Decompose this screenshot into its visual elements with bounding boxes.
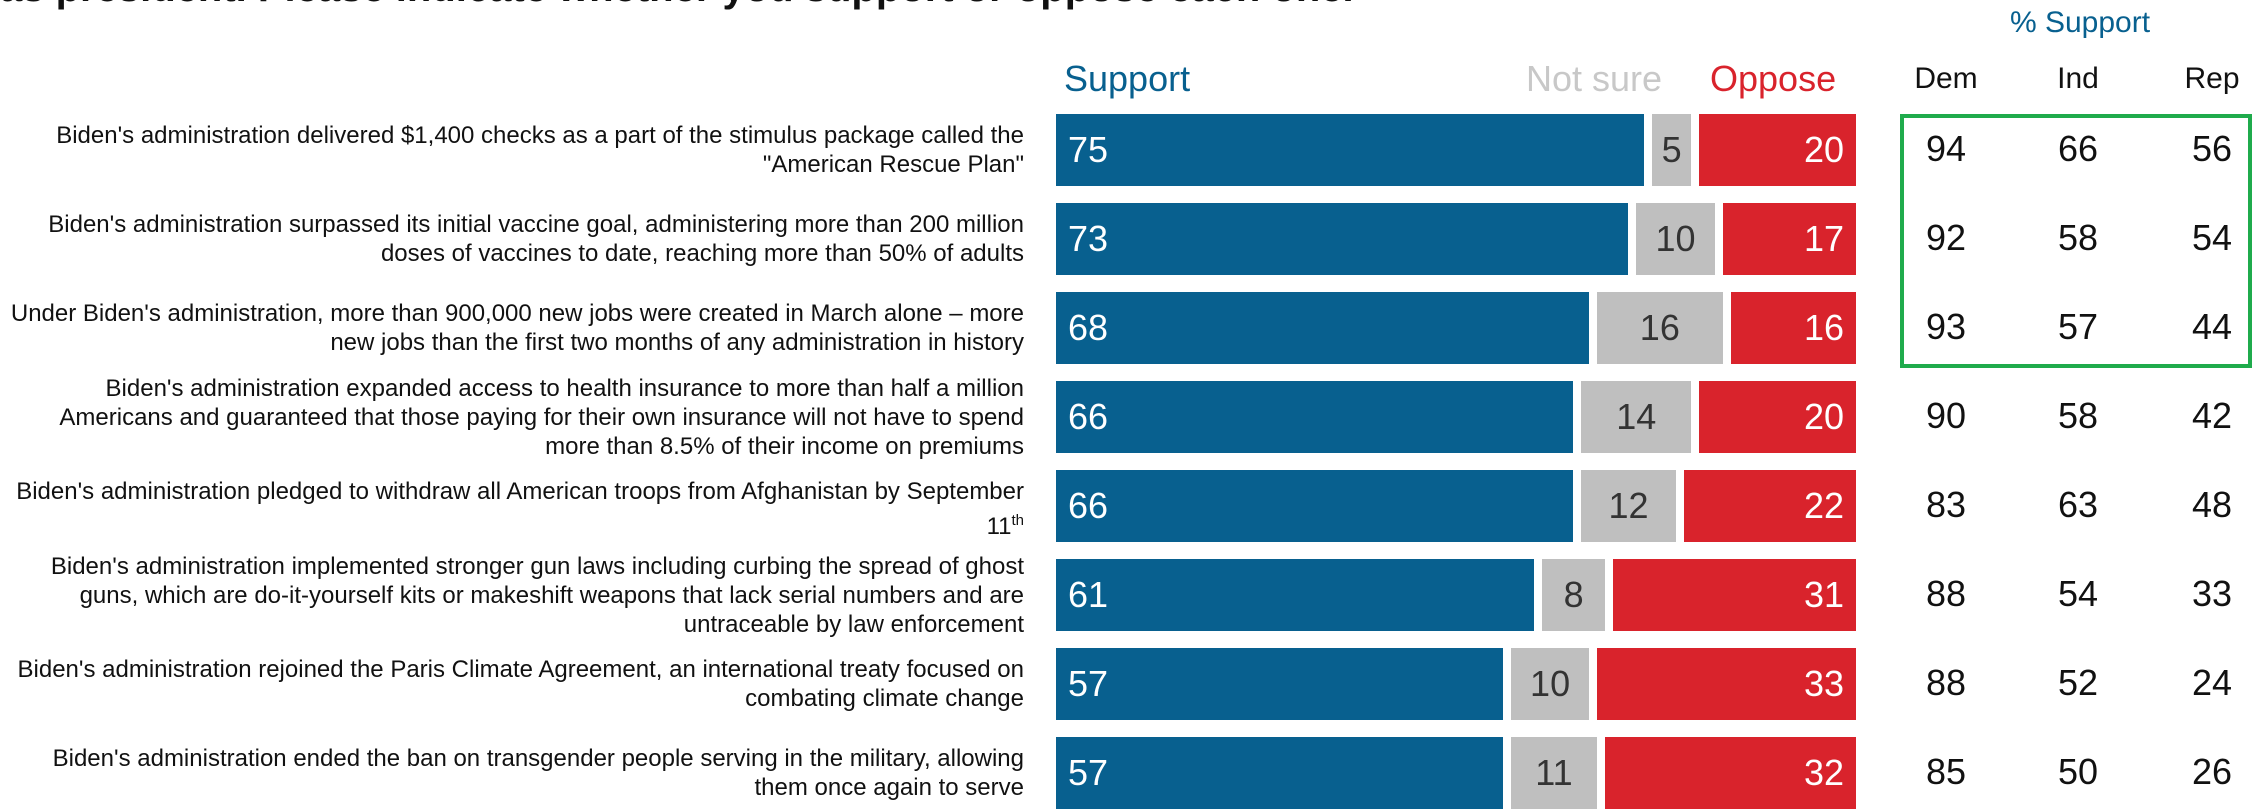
- not-sure-bar: 12: [1581, 470, 1676, 542]
- support-bar: 66: [1056, 470, 1574, 542]
- row-label: Biden's administration ended the ban on …: [52, 745, 1024, 801]
- dem-support-value: 93: [1925, 306, 1967, 347]
- row-label: Biden's administration surpassed its ini…: [48, 211, 1024, 267]
- ind-support-value: 50: [2057, 751, 2099, 792]
- dem-support-value: 92: [1925, 217, 1967, 258]
- dem-support-value: 83: [1925, 484, 1967, 525]
- dem-header: Dem: [1914, 62, 1978, 95]
- rep-support-value: 54: [2191, 217, 2233, 258]
- oppose-bar: 17: [1722, 203, 1856, 275]
- dem-support-value: 88: [1925, 573, 1967, 614]
- row-label: Biden's administration pledged to withdr…: [16, 478, 1024, 540]
- not-sure-bar: 5: [1652, 114, 1692, 186]
- ind-support-value: 54: [2057, 573, 2099, 614]
- support-bar: 66: [1056, 381, 1574, 453]
- dem-support-value: 94: [1925, 128, 1967, 169]
- chart-title: as president. Please indicate whether yo…: [0, 0, 1354, 11]
- row-label: Biden's administration implemented stron…: [50, 552, 1024, 638]
- rep-support-value: 24: [2191, 662, 2233, 703]
- not-sure-header: Not sure: [1526, 58, 1663, 99]
- not-sure-bar: 10: [1636, 203, 1715, 275]
- support-header: Support: [1064, 58, 1191, 99]
- dem-support-value: 88: [1925, 662, 1967, 703]
- percent-support-header: % Support: [2009, 6, 2151, 39]
- oppose-bar: 20: [1699, 114, 1856, 186]
- not-sure-bar: 8: [1542, 559, 1605, 631]
- ind-support-value: 63: [2057, 484, 2099, 525]
- row-label: Biden's administration rejoined the Pari…: [17, 656, 1024, 712]
- not-sure-bar: 10: [1510, 648, 1590, 720]
- not-sure-bar: 16: [1597, 292, 1723, 364]
- oppose-header: Oppose: [1710, 58, 1837, 99]
- rep-support-value: 26: [2191, 751, 2233, 792]
- support-bar: 68: [1056, 292, 1590, 364]
- ind-support-value: 57: [2057, 306, 2099, 347]
- row-label: Biden's administration delivered $1,400 …: [56, 122, 1024, 178]
- ind-support-value: 66: [2057, 128, 2099, 169]
- support-bar: 73: [1056, 203, 1629, 275]
- ind-header: Ind: [2057, 62, 2099, 95]
- oppose-bar: 33: [1597, 648, 1856, 720]
- support-bar: 61: [1056, 559, 1535, 631]
- oppose-bar: 22: [1683, 470, 1856, 542]
- dem-support-value: 85: [1925, 751, 1967, 792]
- rep-support-value: 42: [2191, 395, 2233, 436]
- rep-support-value: 33: [2191, 573, 2233, 614]
- rep-support-value: 48: [2191, 484, 2233, 525]
- ind-support-value: 58: [2057, 217, 2099, 258]
- row-label: Biden's administration expanded access t…: [59, 374, 1024, 460]
- ind-support-value: 58: [2057, 395, 2099, 436]
- oppose-bar: 32: [1605, 737, 1856, 809]
- rep-support-value: 56: [2191, 128, 2233, 169]
- dem-support-value: 90: [1925, 395, 1967, 436]
- row-label: Under Biden's administration, more than …: [10, 300, 1024, 356]
- support-bar: 57: [1056, 648, 1503, 720]
- ind-support-value: 52: [2057, 662, 2099, 703]
- rep-header: Rep: [2184, 62, 2240, 95]
- oppose-bar: 20: [1699, 381, 1856, 453]
- rep-support-value: 44: [2191, 306, 2233, 347]
- oppose-bar: 31: [1612, 559, 1856, 631]
- support-bar: 75: [1056, 114, 1644, 186]
- not-sure-bar: 11: [1510, 737, 1598, 809]
- highlight-box: [1900, 114, 2252, 368]
- not-sure-bar: 14: [1581, 381, 1692, 453]
- support-bar: 57: [1056, 737, 1503, 809]
- oppose-bar: 16: [1730, 292, 1856, 364]
